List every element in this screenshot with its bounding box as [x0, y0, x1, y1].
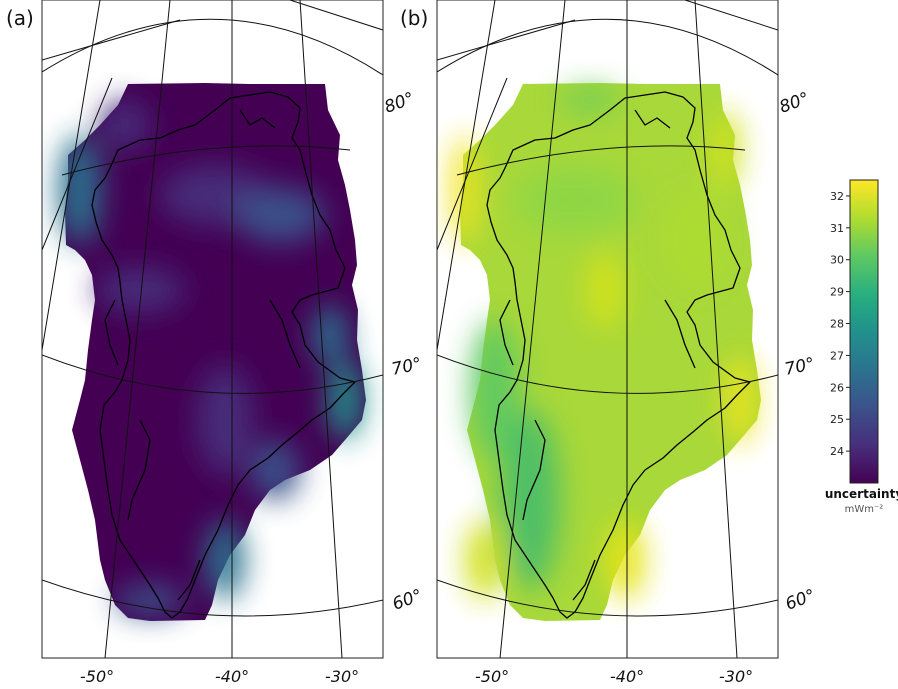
panel-b-label: (b): [400, 6, 428, 30]
lon-label-minus-30: -30°: [325, 667, 359, 686]
colorbar-scale: [849, 179, 879, 484]
colorbar-tick-label: 31: [830, 222, 844, 235]
colorbar-tick-label: 32: [830, 190, 844, 203]
panel-b-map: [437, 0, 778, 658]
colorbar-tick-label: 29: [830, 286, 844, 299]
lon-label-minus-30: -30°: [719, 667, 753, 686]
colorbar-tick-label: 24: [830, 445, 844, 458]
panel-a-map: [42, 0, 383, 658]
colorbar-tick-label: 25: [830, 413, 844, 426]
lon-label-minus-40: -40°: [610, 667, 644, 686]
legend-unit: mWm⁻²: [845, 504, 884, 515]
legend-title: uncertainty: [825, 487, 898, 501]
lon-label-minus-40: -40°: [215, 667, 249, 686]
lon-label-minus-50: -50°: [475, 667, 509, 686]
lat-label-70: 70°: [783, 354, 817, 380]
uncertainty-field-b: [451, 88, 755, 600]
colorbar: 32 31 30 29 28 27 26 25 24 uncertainty mWm⁻²: [825, 179, 898, 515]
colorbar-tick-label: 26: [830, 381, 844, 394]
colorbar-tick-label: 27: [830, 349, 844, 362]
lat-label-60: 60°: [390, 586, 425, 615]
lat-label-80: 80°: [382, 89, 417, 118]
lat-label-70: 70°: [390, 354, 424, 380]
uncertainty-field-a: [58, 100, 363, 615]
graticule-b: [437, 0, 778, 658]
lat-label-60: 60°: [783, 586, 818, 615]
panel-a: (a) 80° 70° 60° -50° -40° -30°: [6, 0, 425, 686]
colorbar-tick-label: 28: [830, 318, 844, 331]
colorbar-ticks: 32 31 30 29 28 27 26 25 24: [830, 190, 850, 458]
lon-label-minus-50: -50°: [80, 667, 114, 686]
panel-a-label: (a): [6, 6, 34, 30]
graticule-a: [42, 0, 383, 658]
lat-label-80: 80°: [777, 89, 812, 118]
panel-b: (b) 80° 70° 60° -50° -40° -30°: [400, 0, 818, 686]
colorbar-tick-label: 30: [830, 254, 844, 267]
